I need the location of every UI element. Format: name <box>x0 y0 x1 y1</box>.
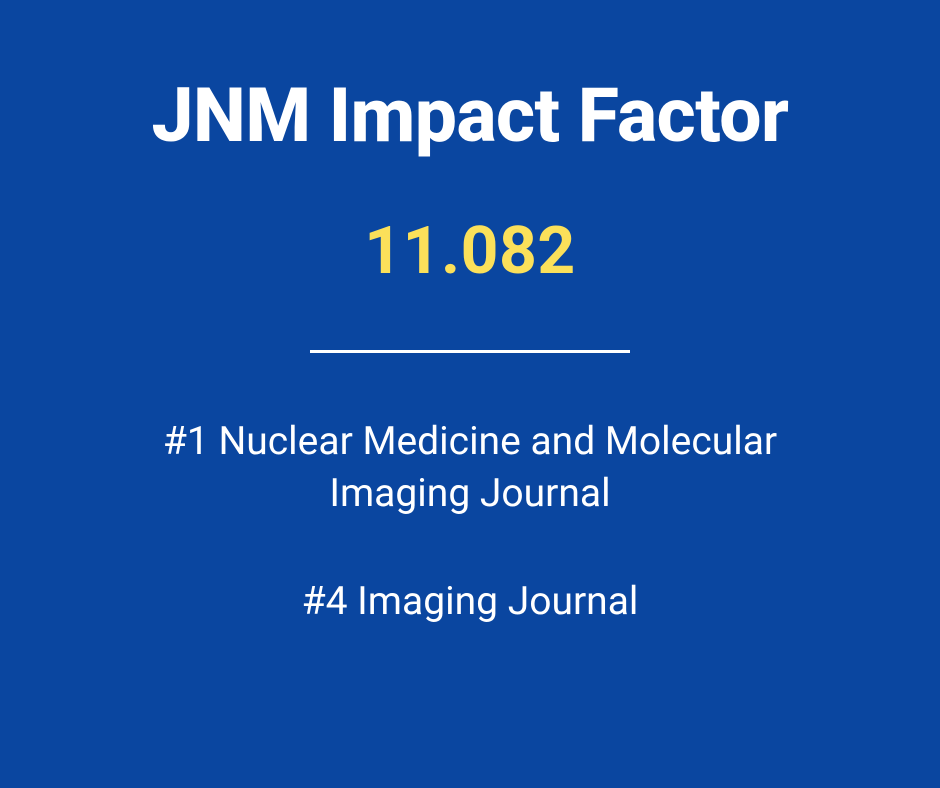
page-title: JNM Impact Factor <box>152 75 789 158</box>
divider-line <box>310 350 630 353</box>
ranking-item-1: #1 Nuclear Medicine and Molecular Imagin… <box>160 415 780 520</box>
impact-factor-score: 11.082 <box>364 213 575 290</box>
ranking-item-2: #4 Imaging Journal <box>302 575 639 628</box>
